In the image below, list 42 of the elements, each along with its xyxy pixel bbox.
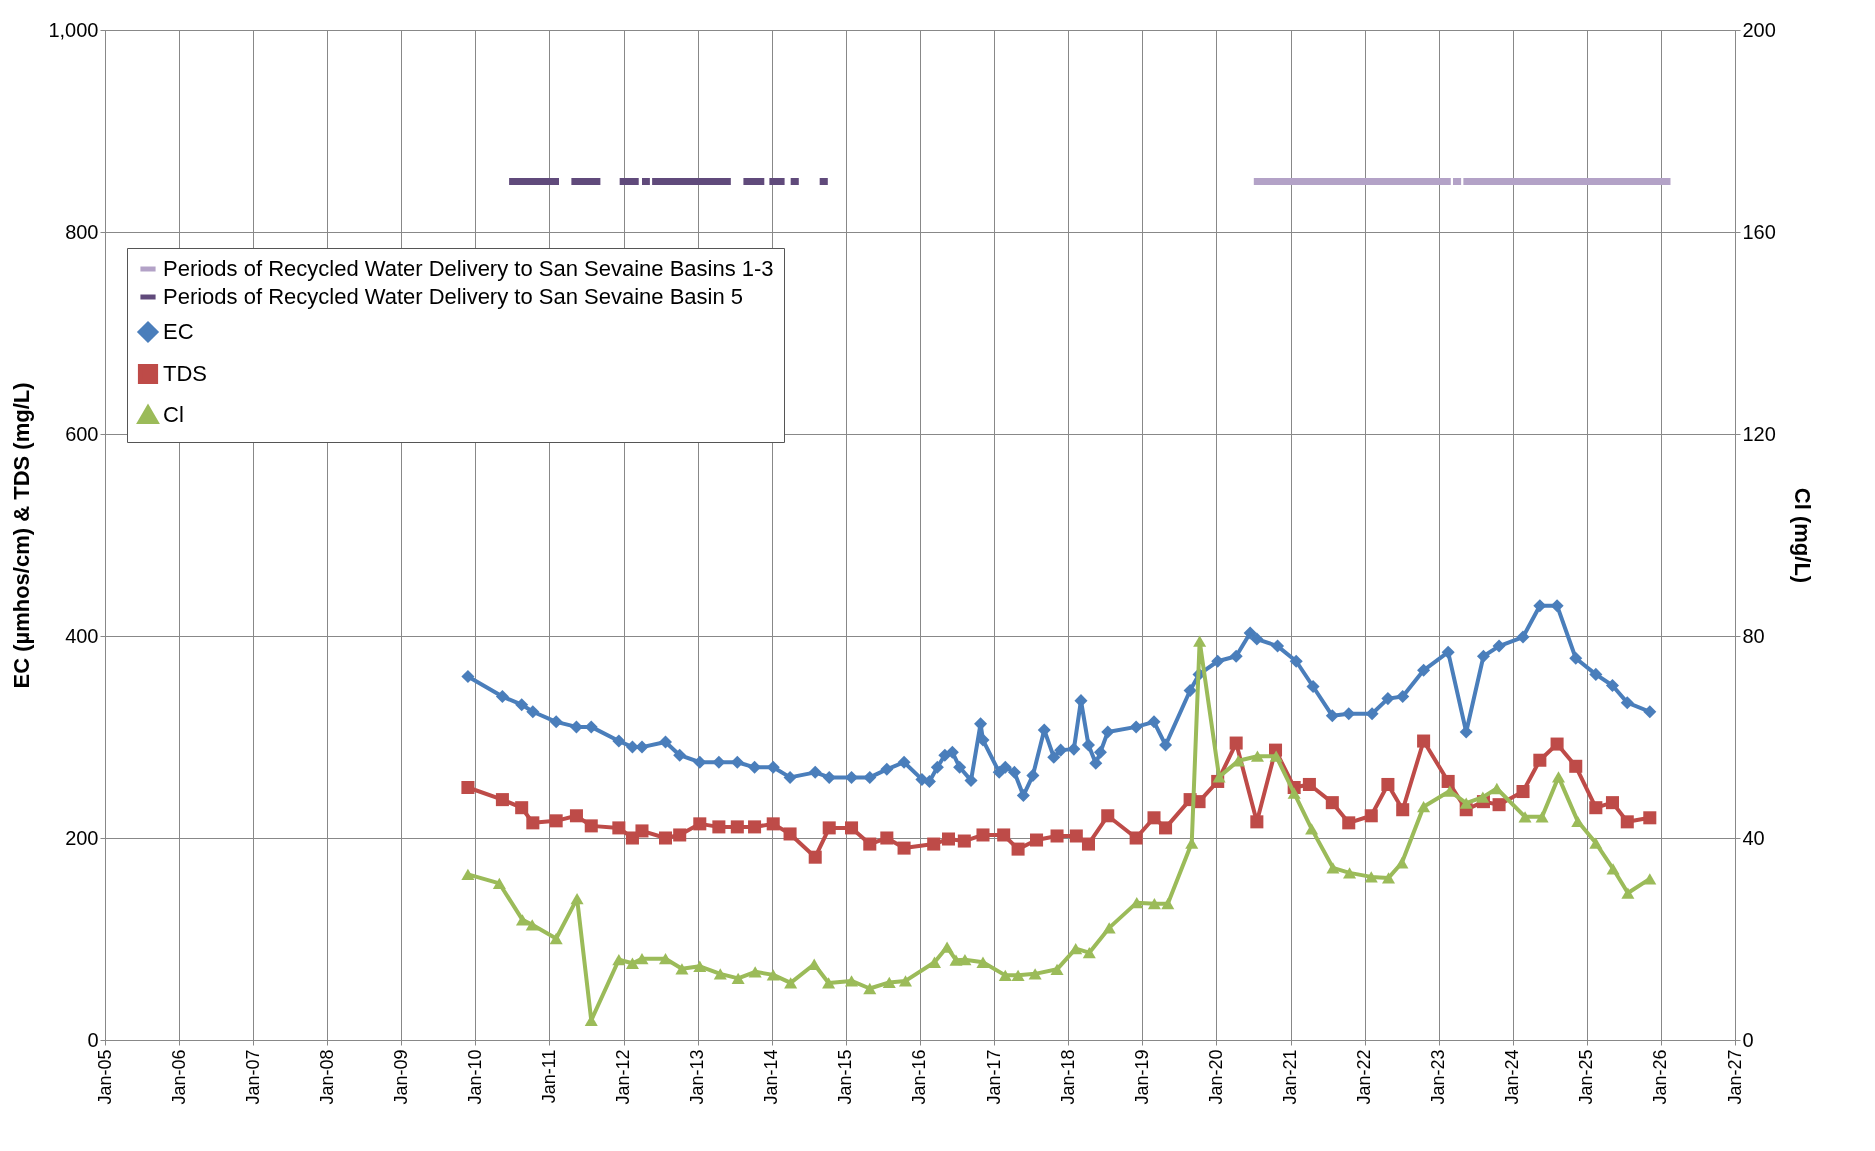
x-tick-label: Jan-24 [1502, 1049, 1523, 1105]
x-tick-label: Jan-16 [909, 1049, 930, 1105]
y-axis-title: EC (µmhos/cm) & TDS (mg/L) [9, 382, 35, 689]
x-tick-label: Jan-14 [761, 1049, 782, 1105]
y-tick-label: 200 [65, 826, 99, 849]
y2-axis-title: Cl (mg/L) [1789, 487, 1815, 584]
legend-label: EC [163, 319, 194, 344]
legend-label: Cl [163, 402, 184, 427]
x-tick-label: Jan-27 [1724, 1049, 1745, 1105]
y-tick-label: 800 [65, 220, 99, 243]
y-tick-label: 1,000 [48, 18, 99, 41]
x-tick-label: Jan-23 [1428, 1049, 1449, 1105]
x-tick-label: Jan-26 [1650, 1049, 1671, 1105]
x-tick-label: Jan-21 [1280, 1049, 1301, 1105]
x-tick-label: Jan-10 [464, 1049, 485, 1105]
legend-label: Periods of Recycled Water Delivery to San Sevaine Basins 1-3 [163, 256, 774, 281]
x-tick-label: Jan-22 [1354, 1049, 1375, 1105]
x-tick-label: Jan-06 [168, 1049, 189, 1105]
y-tick-label: 600 [65, 422, 99, 445]
legend-label: Periods of Recycled Water Delivery to San Sevaine Basin 5 [163, 284, 744, 309]
y2-tick-label: 160 [1742, 220, 1776, 243]
x-tick-label: Jan-09 [390, 1049, 411, 1105]
x-tick-label: Jan-15 [835, 1049, 856, 1105]
y2-tick-label: 80 [1742, 624, 1765, 647]
x-tick-label: Jan-18 [1057, 1049, 1078, 1105]
x-tick-label: Jan-13 [687, 1049, 708, 1105]
x-tick-label: Jan-12 [613, 1049, 634, 1105]
y2-tick-label: 0 [1742, 1028, 1754, 1051]
y-tick-label: 400 [65, 624, 99, 647]
x-tick-label: Jan-05 [94, 1049, 115, 1105]
x-tick-label: Jan-20 [1205, 1049, 1226, 1105]
legend-label: TDS [163, 361, 207, 386]
y2-tick-label: 120 [1742, 422, 1776, 445]
y-tick-label: 0 [87, 1028, 99, 1051]
x-tick-label: Jan-19 [1131, 1049, 1152, 1105]
x-tick-label: Jan-07 [242, 1049, 263, 1105]
x-tick-label: Jan-11 [538, 1049, 559, 1104]
y2-tick-label: 200 [1742, 18, 1776, 41]
x-tick-label: Jan-17 [983, 1049, 1004, 1105]
x-tick-label: Jan-08 [316, 1049, 337, 1105]
y2-tick-label: 40 [1742, 826, 1765, 849]
x-tick-label: Jan-25 [1576, 1049, 1597, 1105]
